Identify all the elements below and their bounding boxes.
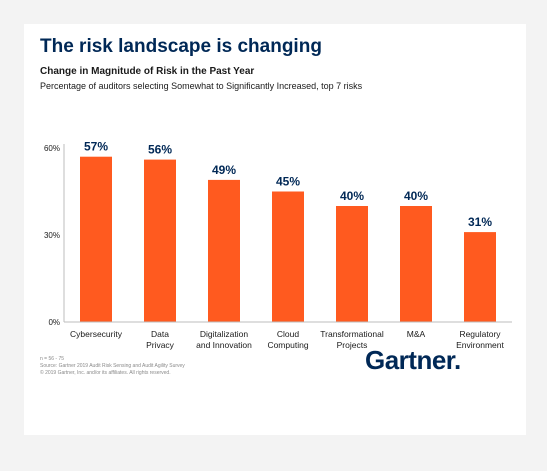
chart-title: The risk landscape is changing bbox=[40, 36, 322, 57]
chart-description: Percentage of auditors selecting Somewha… bbox=[40, 81, 363, 91]
x-tick-label-line: Cybersecurity bbox=[70, 329, 123, 339]
x-tick-label-line: Transformational bbox=[320, 329, 384, 339]
footnote-source: Source: Gartner 2019 Audit Risk Sensing … bbox=[40, 363, 185, 369]
y-tick-label: 30% bbox=[44, 231, 60, 240]
footnote-copyright: © 2019 Gartner, Inc. and/or its affiliat… bbox=[40, 370, 171, 376]
bar bbox=[144, 159, 176, 322]
chart-subtitle: Change in Magnitude of Risk in the Past … bbox=[40, 66, 255, 77]
x-tick-label-line: Projects bbox=[337, 340, 368, 350]
bar-value-label: 31% bbox=[468, 215, 492, 229]
x-tick-label-line: Environment bbox=[456, 340, 504, 350]
gartner-logo: Gartner. bbox=[365, 345, 461, 375]
x-tick-label-line: Data bbox=[151, 329, 169, 339]
x-tick-label: Data Privacy bbox=[146, 329, 175, 350]
footnotes: n = 56 - 75 Source: Gartner 2019 Audit R… bbox=[40, 356, 185, 377]
y-tick-label: 60% bbox=[44, 144, 60, 153]
x-tick-label-line: and Innovation bbox=[196, 340, 252, 350]
bar bbox=[208, 179, 240, 322]
x-tick-label-line: Privacy bbox=[146, 340, 175, 350]
bar-value-label: 57% bbox=[84, 140, 108, 154]
bar-value-label: 49% bbox=[212, 163, 236, 177]
bar-value-label: 45% bbox=[276, 175, 300, 189]
bar-value-label: 56% bbox=[148, 143, 172, 157]
x-tick-label-line: Computing bbox=[267, 340, 308, 350]
bar bbox=[400, 206, 432, 322]
x-tick-label: Transformational Projects bbox=[320, 329, 384, 350]
x-tick-label: Cybersecurity bbox=[70, 329, 123, 339]
bar bbox=[272, 191, 304, 322]
x-tick-label-line: Cloud bbox=[277, 329, 299, 339]
footnote-sample: n = 56 - 75 bbox=[40, 356, 65, 362]
bar bbox=[80, 156, 112, 322]
x-tick-label-line: Regulatory bbox=[459, 329, 501, 339]
x-tick-label: Cloud Computing bbox=[267, 329, 308, 350]
bar bbox=[336, 206, 368, 322]
bar-value-label: 40% bbox=[404, 189, 428, 203]
x-tick-label-line: Digitalization bbox=[200, 329, 248, 339]
x-tick-label: Regulatory Environment bbox=[456, 329, 504, 350]
bar bbox=[464, 232, 496, 322]
y-tick-label: 0% bbox=[48, 318, 60, 327]
x-tick-label-line: M&A bbox=[407, 329, 426, 339]
x-tick-label: Digitalization and Innovation bbox=[196, 329, 252, 350]
x-tick-label: M&A bbox=[407, 329, 426, 339]
bar-value-label: 40% bbox=[340, 189, 364, 203]
